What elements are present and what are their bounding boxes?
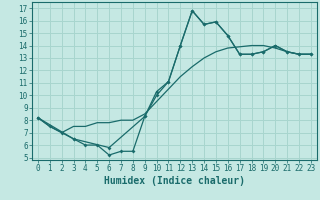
X-axis label: Humidex (Indice chaleur): Humidex (Indice chaleur) xyxy=(104,176,245,186)
